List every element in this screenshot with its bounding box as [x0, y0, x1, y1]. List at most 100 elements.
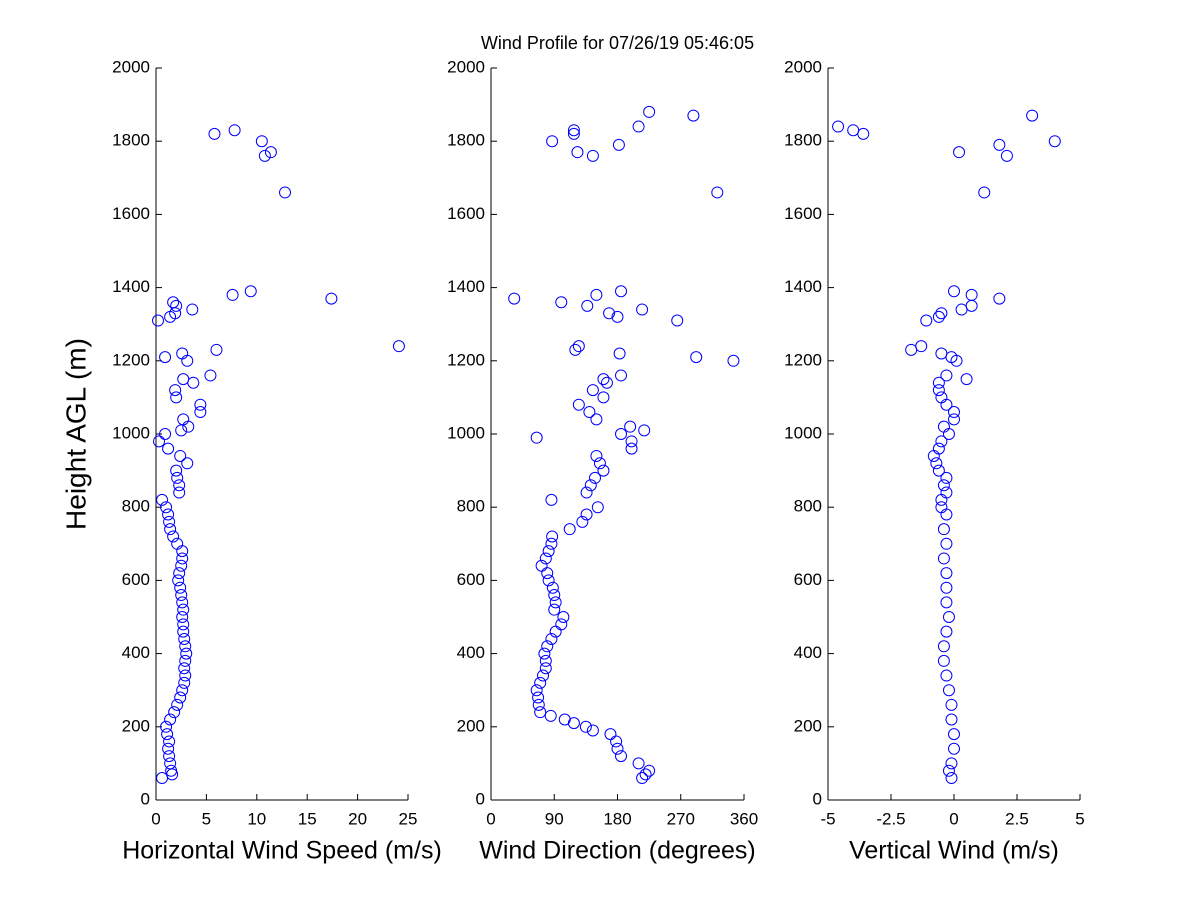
y-tick-label: 0: [476, 789, 485, 808]
y-tick-label: 1600: [447, 204, 485, 223]
data-point: [558, 713, 571, 726]
data-point: [960, 373, 973, 386]
data-point: [593, 457, 606, 470]
data-point: [937, 420, 950, 433]
data-point: [937, 523, 950, 536]
data-point: [153, 435, 166, 448]
y-tick-label: 1000: [784, 423, 822, 442]
data-point: [530, 684, 543, 697]
data-point: [643, 105, 656, 118]
data-point: [170, 299, 183, 312]
data-point: [159, 351, 172, 364]
data-point: [948, 728, 960, 741]
data-point: [555, 296, 568, 309]
x-axis-label: Horizontal Wind Speed (m/s): [122, 837, 442, 865]
y-tick-label: 1000: [112, 423, 150, 442]
data-point: [545, 537, 558, 550]
y-tick-label: 600: [794, 570, 822, 589]
data-point: [590, 449, 603, 462]
y-tick-label: 800: [457, 497, 485, 516]
data-point: [264, 146, 277, 159]
data-point: [557, 611, 570, 623]
y-tick-label: 1800: [112, 131, 150, 150]
data-point: [583, 406, 596, 419]
data-point: [590, 288, 603, 301]
data-point: [542, 545, 555, 558]
data-point: [1026, 109, 1039, 122]
data-point: [534, 706, 547, 719]
data-point: [671, 314, 684, 327]
data-point: [180, 647, 193, 660]
data-point: [935, 307, 948, 320]
data-point: [325, 292, 338, 305]
data-point: [932, 442, 945, 455]
data-point: [572, 398, 585, 411]
data-point: [194, 406, 207, 419]
x-tick-label: 0: [151, 809, 160, 828]
data-point: [162, 508, 175, 521]
data-point: [945, 698, 958, 711]
x-tick-label: 5: [202, 809, 211, 828]
data-point: [610, 735, 623, 748]
data-point: [175, 424, 188, 437]
data-point: [244, 285, 257, 298]
data-point: [548, 603, 561, 616]
data-point: [164, 523, 177, 536]
y-tick-label: 1600: [784, 204, 822, 223]
data-point: [586, 384, 599, 397]
data-point: [541, 567, 554, 580]
data-point: [584, 479, 597, 492]
data-point: [156, 772, 169, 785]
data-point: [576, 515, 589, 528]
data-point: [632, 757, 645, 770]
data-point: [152, 314, 165, 327]
data-point: [171, 471, 184, 484]
data-point: [638, 424, 651, 437]
data-point: [615, 750, 628, 763]
x-tick-label: 360: [730, 809, 758, 828]
data-point: [542, 574, 555, 587]
data-point: [586, 724, 599, 737]
data-point: [727, 354, 740, 367]
data-point: [604, 728, 617, 741]
y-tick-label: 1200: [112, 350, 150, 369]
x-tick-label: 0: [486, 809, 495, 828]
data-point: [948, 742, 960, 755]
data-point: [176, 552, 189, 565]
y-tick-label: 1200: [784, 350, 822, 369]
x-tick-label: 180: [603, 809, 631, 828]
data-point: [174, 449, 187, 462]
data-point: [611, 742, 624, 755]
data-point: [612, 138, 625, 151]
data-point: [546, 581, 559, 594]
y-tick-label: 1400: [784, 277, 822, 296]
data-point: [948, 413, 960, 426]
data-point: [178, 676, 191, 689]
data-point: [942, 611, 955, 623]
data-point: [179, 654, 192, 667]
data-point: [177, 413, 190, 426]
chart-title: Wind Profile for 07/26/19 05:46:05: [481, 33, 754, 53]
data-point: [546, 135, 559, 148]
data-point: [940, 567, 953, 580]
data-point: [164, 757, 177, 770]
data-point: [636, 303, 649, 316]
data-point: [613, 347, 626, 360]
data-point: [167, 530, 180, 543]
data-point: [581, 299, 594, 312]
y-tick-label: 800: [122, 497, 150, 516]
data-point: [953, 146, 966, 159]
data-point: [920, 314, 933, 327]
data-point: [161, 728, 174, 741]
data-point: [258, 149, 271, 162]
data-point: [857, 127, 870, 140]
data-point: [177, 603, 190, 616]
data-point: [590, 413, 603, 426]
data-point: [549, 596, 562, 609]
data-point: [690, 351, 703, 364]
data-point: [940, 669, 953, 682]
data-point: [567, 124, 580, 137]
data-point: [176, 684, 189, 697]
data-point: [173, 479, 186, 492]
y-tick-label: 1800: [784, 131, 822, 150]
